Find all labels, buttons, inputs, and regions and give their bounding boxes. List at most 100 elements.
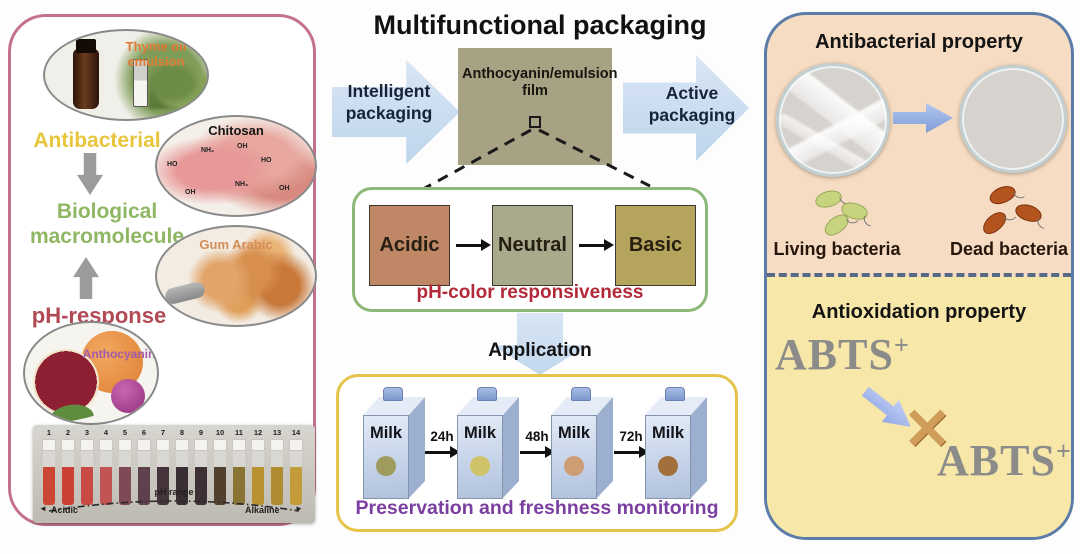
vial-number: 13 xyxy=(272,428,282,437)
film-sample-square-icon xyxy=(529,116,541,128)
arrow-up-icon xyxy=(73,257,99,299)
vial-liquid xyxy=(100,467,112,505)
abts-radical-after: ABTS+ xyxy=(937,435,1072,486)
arrow-right-icon xyxy=(456,239,491,251)
thyme-oil-label: Thyme oil emulsion xyxy=(125,39,187,69)
vial-number: 14 xyxy=(291,428,301,437)
milk-label: Milk xyxy=(463,424,497,442)
thyme-oil-photo: Thyme oil emulsion xyxy=(43,29,209,121)
vial-liquid xyxy=(81,467,93,505)
living-bacteria-label: Living bacteria xyxy=(773,239,901,259)
abts-radical-before: ABTS+ xyxy=(775,329,910,380)
vial-number: 7 xyxy=(160,428,166,437)
vial-liquid xyxy=(271,467,283,505)
milk-label: Milk xyxy=(369,424,403,442)
vial-glass xyxy=(100,451,112,467)
chem-label: HO xyxy=(167,161,178,168)
living-bacterium-icon xyxy=(813,187,844,211)
ph-color-box: Acidic Neutral Basic pH-color responsive… xyxy=(352,187,708,312)
ph-color-caption: pH-color responsiveness xyxy=(416,282,644,303)
vial-liquid xyxy=(290,467,302,505)
carton-cap xyxy=(665,387,685,401)
neutral-swatch-label: Neutral xyxy=(498,234,567,256)
section-divider xyxy=(767,273,1071,277)
vial-glass xyxy=(43,451,55,467)
anthocyanin-label: Anthocyanin xyxy=(82,347,156,361)
vial-cap xyxy=(251,439,265,451)
vial-liquid xyxy=(157,467,169,505)
ingredients-panel: Thyme oil emulsion Antibacterial Biologi… xyxy=(8,14,317,526)
abts-superscript: + xyxy=(1055,436,1072,466)
interval-label: 48h xyxy=(525,429,549,444)
milk-caption: Preservation and freshness monitoring xyxy=(355,497,719,519)
chem-label: HO xyxy=(261,157,272,164)
left-arrowhead-icon: ◄ xyxy=(39,504,47,513)
petri-dish-clear xyxy=(959,65,1067,173)
acidic-label: Acidic xyxy=(51,505,79,515)
vial-glass xyxy=(252,451,264,467)
vial-number: 5 xyxy=(122,428,128,437)
freshness-indicator-dot xyxy=(564,456,584,476)
chem-label: OH xyxy=(279,185,290,192)
film-box: Anthocyanin/emulsion film xyxy=(458,48,618,165)
vial-cap xyxy=(194,439,208,451)
dead-bacteria-label: Dead bacteria xyxy=(949,239,1069,259)
petri-dish-living xyxy=(776,63,890,177)
treatment-arrow-icon xyxy=(893,103,953,133)
vial-cap xyxy=(232,439,246,451)
scoop-illustration xyxy=(163,280,207,306)
vial-number: 6 xyxy=(141,428,147,437)
vial-glass xyxy=(81,451,93,467)
carton-front: Milk xyxy=(457,415,503,499)
gum-arabic-photo: Gum Arabic xyxy=(155,225,317,327)
milk-carton: Milk xyxy=(645,387,707,499)
abts-superscript: + xyxy=(893,330,910,360)
vial-liquid xyxy=(119,467,131,505)
ph-range-label: pH range xyxy=(154,487,194,497)
chitosan-label: Chitosan xyxy=(208,123,264,138)
antibacterial-label: Antibacterial xyxy=(33,129,161,152)
vial-number: 9 xyxy=(198,428,204,437)
vial-number: 11 xyxy=(235,428,243,437)
vial-cap xyxy=(61,439,75,451)
vial-cap xyxy=(175,439,189,451)
milk-label: Milk xyxy=(651,424,685,442)
freshness-indicator-dot xyxy=(376,456,396,476)
carton-front: Milk xyxy=(363,415,409,499)
thyme-herb-illustration xyxy=(149,65,207,109)
carton-top xyxy=(551,397,613,415)
vial-number: 2 xyxy=(65,428,71,437)
cross-mark-icon: ✕ xyxy=(903,397,952,462)
vial-number: 1 xyxy=(46,428,52,437)
vial-glass xyxy=(214,451,226,467)
properties-panel: Antibacterial property Living bacteria D… xyxy=(764,12,1074,540)
acidic-swatch-label: Acidic xyxy=(379,234,440,256)
neutral-swatch: Neutral xyxy=(492,205,573,286)
freshness-indicator-dot xyxy=(470,456,490,476)
milk-carton: Milk xyxy=(551,387,613,499)
chem-label: NH₂ xyxy=(235,181,249,188)
arrow-right-icon xyxy=(425,446,460,458)
vial-liquid xyxy=(195,467,207,505)
acidic-swatch: Acidic xyxy=(369,205,450,286)
anthocyanin-photo: Anthocyanin xyxy=(23,321,159,425)
carton-top xyxy=(457,397,519,415)
vial-cap xyxy=(99,439,113,451)
milk-label: Milk xyxy=(557,424,591,442)
active-packaging-label: Active packaging xyxy=(648,83,736,125)
antibacterial-property-title: Antibacterial property xyxy=(815,31,1023,53)
oil-bottle-illustration xyxy=(73,49,99,109)
main-title: Multifunctional packaging xyxy=(373,10,707,40)
vial-glass xyxy=(157,451,169,467)
carton-side xyxy=(408,397,425,499)
carton-front: Milk xyxy=(551,415,597,499)
ph-vials-photo: 1 2 3 4 5 6 7 8 9 10 11 12 13 14 pH rang… xyxy=(33,425,315,523)
freshness-indicator-dot xyxy=(658,456,678,476)
vial-glass xyxy=(290,451,302,467)
abts-text: ABTS xyxy=(937,436,1056,485)
anthocyanin-powder-illustration xyxy=(111,379,145,413)
basic-swatch: Basic xyxy=(615,205,696,286)
carton-front: Milk xyxy=(645,415,691,499)
vial-liquid xyxy=(214,467,226,505)
